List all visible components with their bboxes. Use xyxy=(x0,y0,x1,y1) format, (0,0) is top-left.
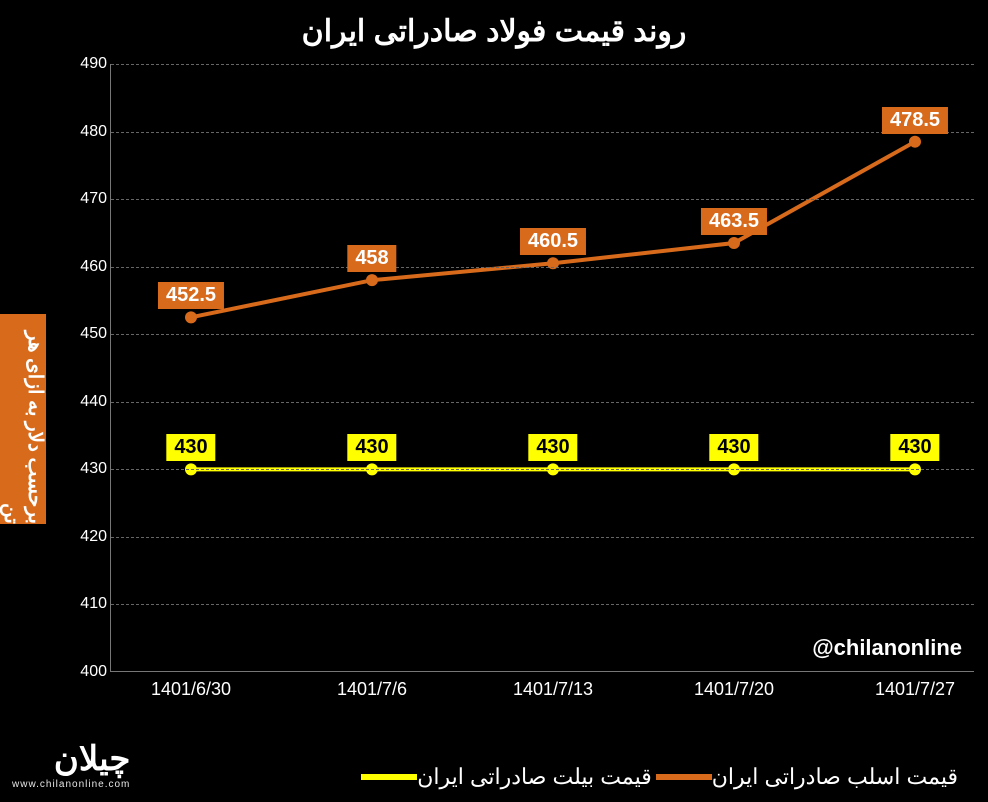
legend-swatch xyxy=(656,774,712,780)
y-tick-label: 430 xyxy=(67,460,107,478)
gridline xyxy=(111,402,974,403)
y-axis-label-box: برحسب دلار به ازای هر تن xyxy=(0,314,46,524)
y-axis-label: برحسب دلار به ازای هر تن xyxy=(0,314,47,524)
data-label: 478.5 xyxy=(882,107,948,134)
x-tick-label: 1401/7/27 xyxy=(875,679,955,700)
gridline xyxy=(111,64,974,65)
chart-title: روند قیمت فولاد صادراتی ایران xyxy=(0,0,988,49)
data-marker xyxy=(185,311,197,323)
data-marker xyxy=(728,237,740,249)
legend-label: قیمت اسلب صادراتی ایران xyxy=(712,764,958,790)
y-tick-label: 460 xyxy=(67,258,107,276)
x-tick-label: 1401/7/13 xyxy=(513,679,593,700)
legend-label: قیمت بیلت صادراتی ایران xyxy=(417,764,651,790)
data-marker xyxy=(366,274,378,286)
y-tick-label: 480 xyxy=(67,123,107,141)
y-tick-label: 450 xyxy=(67,325,107,343)
data-label: 463.5 xyxy=(701,208,767,235)
x-tick-label: 1401/7/20 xyxy=(694,679,774,700)
y-tick-label: 410 xyxy=(67,595,107,613)
legend-item: قیمت بیلت صادراتی ایران xyxy=(359,764,651,790)
logo-brand: چیلان xyxy=(12,739,130,779)
logo: چیلان www.chilanonline.com xyxy=(12,739,130,790)
y-tick-label: 420 xyxy=(67,528,107,546)
data-label: 430 xyxy=(166,434,215,461)
legend-swatch xyxy=(361,774,417,780)
gridline xyxy=(111,604,974,605)
chart-area: برحسب دلار به ازای هر تن @chilanonline 4… xyxy=(68,64,974,704)
gridline xyxy=(111,537,974,538)
y-tick-label: 490 xyxy=(67,55,107,73)
y-tick-label: 440 xyxy=(67,393,107,411)
data-label: 430 xyxy=(528,434,577,461)
watermark-handle: @chilanonline xyxy=(812,635,962,661)
legend: قیمت اسلب صادراتی ایران قیمت بیلت صادراتی… xyxy=(357,764,958,790)
y-tick-label: 400 xyxy=(67,663,107,681)
y-tick-label: 470 xyxy=(67,190,107,208)
gridline xyxy=(111,334,974,335)
gridline xyxy=(111,132,974,133)
gridline xyxy=(111,199,974,200)
lines-svg xyxy=(111,64,974,671)
data-label: 458 xyxy=(347,245,396,272)
data-label: 452.5 xyxy=(158,282,224,309)
data-marker xyxy=(909,136,921,148)
plot-region: @chilanonline 40041042043044045046047048… xyxy=(110,64,974,672)
gridline xyxy=(111,469,974,470)
x-tick-label: 1401/7/6 xyxy=(337,679,407,700)
x-tick-label: 1401/6/30 xyxy=(151,679,231,700)
data-label: 460.5 xyxy=(520,228,586,255)
legend-item: قیمت اسلب صادراتی ایران xyxy=(654,764,958,790)
logo-url: www.chilanonline.com xyxy=(12,779,130,790)
data-label: 430 xyxy=(709,434,758,461)
data-label: 430 xyxy=(890,434,939,461)
gridline xyxy=(111,267,974,268)
data-label: 430 xyxy=(347,434,396,461)
